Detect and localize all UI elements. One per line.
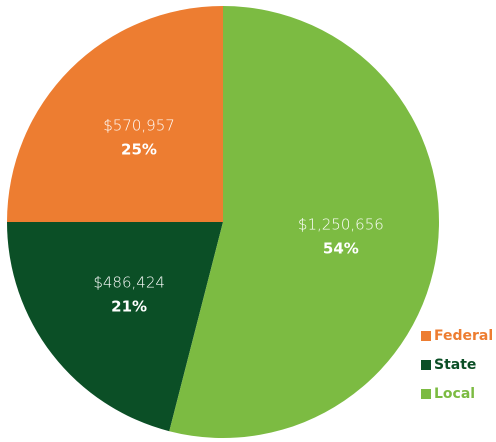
legend-label: State	[434, 357, 476, 373]
pie-slice	[169, 6, 440, 438]
pie-slice	[7, 222, 223, 432]
legend-swatch	[421, 331, 431, 341]
pie-slice	[7, 6, 223, 222]
slice-amount: $486,424	[93, 273, 165, 291]
legend-swatch	[421, 389, 431, 399]
slice-percent: 21%	[111, 297, 147, 315]
slice-amount: $570,957	[103, 116, 175, 134]
legend-label: Federal	[434, 328, 493, 344]
slice-percent: 54%	[323, 239, 359, 257]
slice-amount: $1,250,656	[298, 215, 384, 233]
legend-swatch	[421, 360, 431, 370]
slice-percent: 25%	[121, 140, 157, 158]
legend-label: Local	[434, 386, 475, 402]
